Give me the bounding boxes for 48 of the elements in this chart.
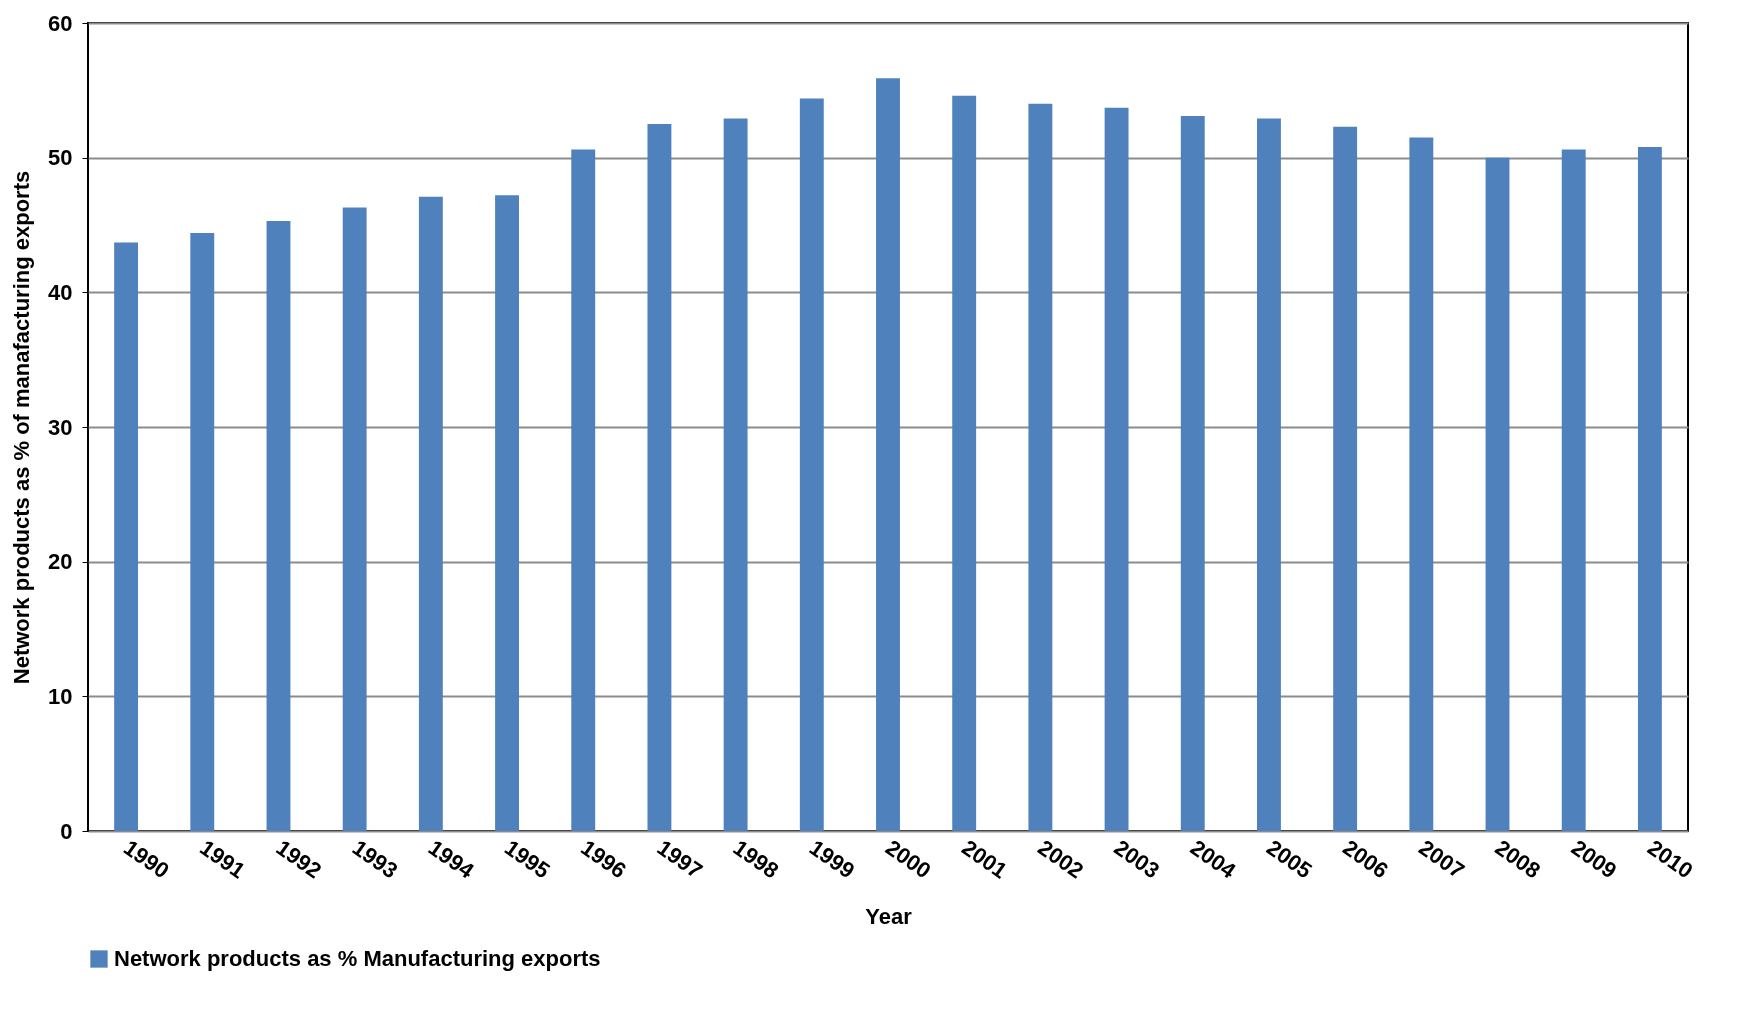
x-tick-label: 2006 — [1338, 834, 1393, 884]
bar — [876, 78, 900, 831]
y-tick-label: 20 — [48, 549, 73, 575]
x-tick-label: 1999 — [804, 834, 860, 884]
bar — [952, 95, 977, 831]
bar — [190, 233, 215, 831]
x-tick-label: 2004 — [1185, 834, 1241, 884]
y-tick-label: 30 — [48, 414, 73, 440]
bar — [571, 149, 596, 831]
x-tick-label: 2010 — [1643, 834, 1698, 884]
x-tick-label: 1993 — [347, 834, 403, 884]
bar — [342, 207, 367, 831]
y-tick-label: 40 — [48, 279, 73, 305]
x-tick-label: 2007 — [1414, 834, 1469, 884]
bar — [1485, 157, 1510, 831]
y-tick-label: 10 — [48, 683, 73, 709]
legend-label: Network products as % Manufacturing exports — [114, 946, 601, 971]
x-tick-label: 1990 — [119, 834, 174, 884]
x-tick-label: 2005 — [1262, 834, 1317, 884]
y-tick-label: 0 — [60, 818, 73, 844]
x-tick-label: 2003 — [1109, 834, 1165, 884]
y-tick-label: 60 — [48, 10, 73, 36]
y-tick-label: 50 — [48, 145, 73, 171]
bar — [418, 196, 443, 831]
y-axis-title: Network products as % of manafacturing exports — [9, 170, 35, 685]
bar — [266, 220, 291, 831]
bar — [1104, 107, 1129, 831]
x-tick-label: 2009 — [1566, 834, 1622, 884]
x-tick-label: 2000 — [881, 834, 936, 884]
x-tick-label: 1998 — [728, 834, 784, 884]
bar — [1028, 103, 1053, 831]
bar — [1409, 137, 1434, 831]
x-tick-label: 1997 — [652, 834, 707, 884]
bar — [1257, 118, 1281, 831]
bar — [647, 124, 672, 831]
bar — [1637, 146, 1662, 831]
bar — [799, 98, 824, 831]
bar — [1333, 126, 1358, 831]
bar — [1180, 115, 1205, 831]
bar — [723, 118, 748, 831]
x-tick-label: 1995 — [500, 834, 555, 884]
x-tick-label: 1994 — [423, 834, 480, 884]
bar — [114, 242, 139, 831]
x-axis-title: Year — [865, 903, 913, 929]
bar — [495, 195, 519, 831]
x-tick-label: 2008 — [1490, 834, 1546, 884]
x-tick-label: 1996 — [576, 834, 631, 884]
bar — [1561, 149, 1586, 831]
